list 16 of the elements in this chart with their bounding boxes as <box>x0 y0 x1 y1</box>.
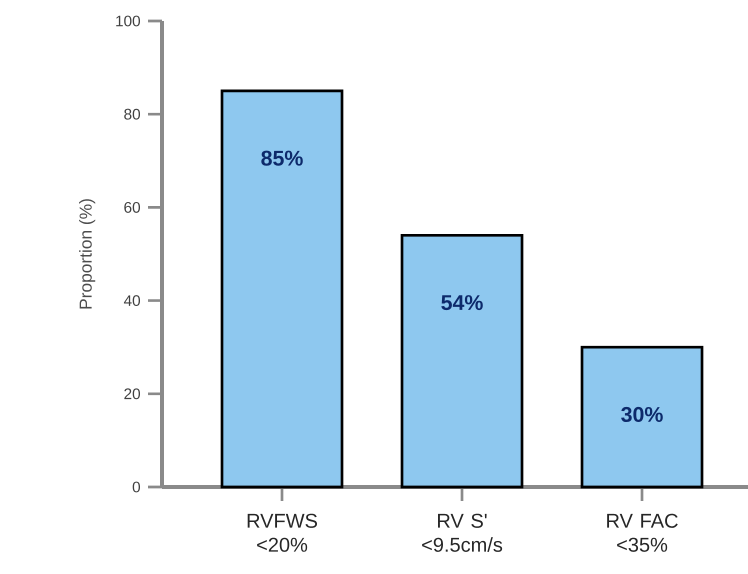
bar <box>220 90 344 488</box>
data-label: 85% <box>261 150 303 166</box>
data-label: 54% <box>441 295 483 310</box>
y-tick-label: 20 <box>124 388 140 400</box>
x-tick-label: RV FAC <35% <box>607 514 678 552</box>
bar <box>580 346 704 488</box>
y-tick-label: 100 <box>116 16 140 26</box>
y-tick-label: 0 <box>132 482 140 492</box>
y-tick-label: 80 <box>124 108 140 120</box>
data-label: 30% <box>621 406 663 422</box>
y-tick-label: 60 <box>124 202 140 213</box>
x-tick-label: RVFWS <20% <box>248 514 318 552</box>
y-tick-label: 40 <box>124 295 140 306</box>
y-axis-title: Proportion (%) <box>79 199 96 308</box>
bar <box>400 234 524 488</box>
x-tick-label: RV S' <9.5cm/s <box>422 514 502 552</box>
